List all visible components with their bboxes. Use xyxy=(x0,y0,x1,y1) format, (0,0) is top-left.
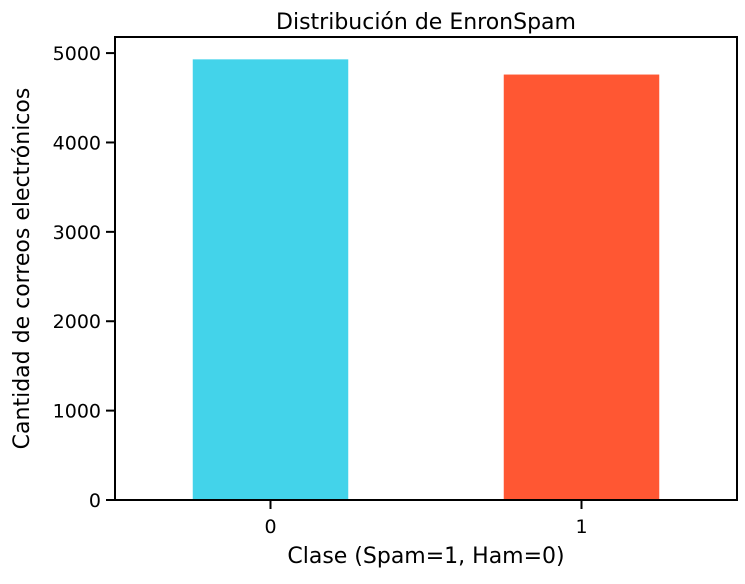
bar-1 xyxy=(503,74,660,501)
y-axis-ticks: 0 1000 2000 3000 4000 5000 xyxy=(53,43,115,512)
x-axis-label: Clase (Spam=1, Ham=0) xyxy=(287,544,564,569)
y-tick-label: 4000 xyxy=(53,132,101,154)
bar-0 xyxy=(192,59,349,501)
y-tick-label: 5000 xyxy=(53,43,101,65)
bars-layer xyxy=(192,59,660,501)
y-axis-label: Cantidad de correos electrónicos xyxy=(10,88,35,450)
y-tick-label: 3000 xyxy=(53,222,101,244)
x-tick-label: 0 xyxy=(264,516,276,538)
chart-title: Distribución de EnronSpam xyxy=(276,10,576,35)
x-tick-label: 1 xyxy=(575,516,587,538)
y-tick-label: 2000 xyxy=(53,311,101,333)
plot-frame xyxy=(114,36,738,501)
y-tick-label: 1000 xyxy=(53,401,101,423)
y-tick-label: 0 xyxy=(89,490,101,512)
